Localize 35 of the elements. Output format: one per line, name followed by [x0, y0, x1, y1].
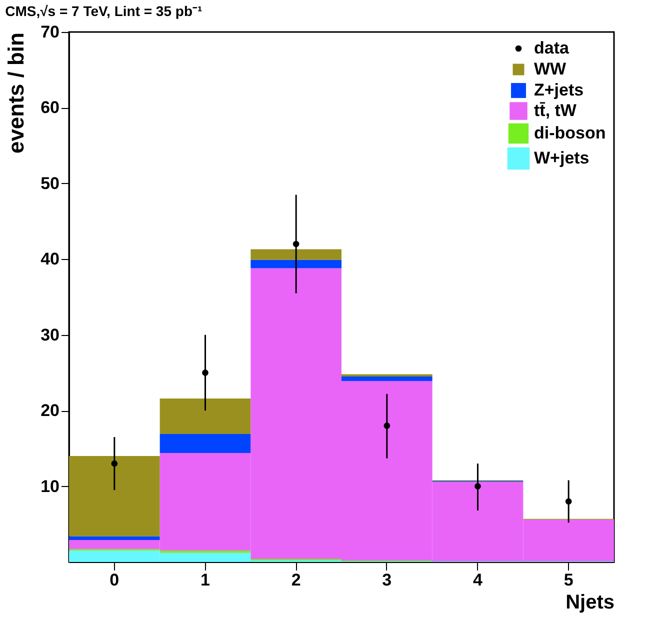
bar — [69, 536, 160, 540]
legend-label: tt̄, tW — [534, 101, 578, 120]
point — [111, 460, 118, 467]
legend-label: W+jets — [534, 148, 590, 168]
legend-label: WW — [534, 60, 568, 78]
y-tick-label: 40 — [40, 250, 60, 269]
bar — [342, 376, 432, 382]
bar — [250, 260, 342, 268]
x-tick-label: 5 — [564, 570, 574, 590]
y-tick-label: 10 — [40, 476, 60, 496]
y-axis-title: events / bin — [4, 32, 29, 154]
y-tick-label: 30 — [40, 325, 60, 344]
x-tick-label: 0 — [110, 570, 120, 590]
x-tick-label: 3 — [382, 570, 392, 590]
point — [202, 370, 208, 376]
bar — [160, 398, 251, 434]
x-tick-label: 1 — [200, 570, 210, 590]
bar — [250, 249, 342, 260]
point — [565, 498, 572, 505]
y-tick-label: 60 — [40, 98, 60, 118]
point — [292, 240, 300, 248]
chart-title: CMS,√s = 7 TeV, Lint = 35 pb⁻¹ — [5, 3, 202, 19]
x-tick-label: 4 — [473, 570, 484, 590]
legend-label: di-boson — [534, 124, 606, 142]
y-tick-label: 70 — [40, 22, 60, 42]
point — [474, 483, 481, 490]
legend-label: data — [534, 38, 570, 58]
x-tick-label: 2 — [291, 570, 301, 590]
y-tick-label: 50 — [40, 174, 60, 193]
bar — [69, 456, 160, 536]
y-tick-label: 20 — [40, 401, 60, 420]
point — [384, 422, 390, 429]
x-axis-title: Njets — [566, 592, 614, 614]
bar — [160, 434, 251, 453]
legend-label: Z+jets — [534, 80, 584, 100]
